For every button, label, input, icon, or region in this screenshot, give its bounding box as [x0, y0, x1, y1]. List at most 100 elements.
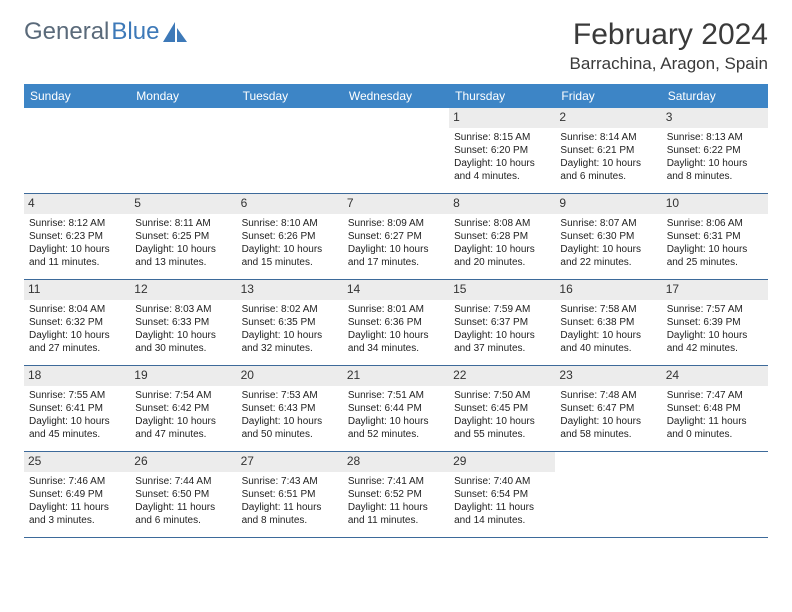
sunset-text: Sunset: 6:36 PM — [348, 316, 444, 329]
sunrise-text: Sunrise: 7:47 AM — [667, 389, 763, 402]
day-number: 24 — [662, 366, 768, 386]
daylight-text: Daylight: 10 hours — [242, 415, 338, 428]
day-number: 3 — [662, 108, 768, 128]
day-cell: 27Sunrise: 7:43 AMSunset: 6:51 PMDayligh… — [237, 452, 343, 537]
day-cell: 23Sunrise: 7:48 AMSunset: 6:47 PMDayligh… — [555, 366, 661, 451]
daylight-text: and 13 minutes. — [135, 256, 231, 269]
daylight-text: and 55 minutes. — [454, 428, 550, 441]
day-number: 8 — [449, 194, 555, 214]
dow-mon: Monday — [130, 84, 236, 108]
sunset-text: Sunset: 6:31 PM — [667, 230, 763, 243]
day-cell: 9Sunrise: 8:07 AMSunset: 6:30 PMDaylight… — [555, 194, 661, 279]
sunset-text: Sunset: 6:50 PM — [135, 488, 231, 501]
sunset-text: Sunset: 6:23 PM — [29, 230, 125, 243]
day-cell: 7 Sunrise: 8:09 AMSunset: 6:27 PMDaylight… — [343, 194, 449, 279]
sunrise-text: Sunrise: 8:12 AM — [29, 217, 125, 230]
daylight-text: Daylight: 10 hours — [29, 415, 125, 428]
sunrise-text: Sunrise: 8:11 AM — [135, 217, 231, 230]
day-cell — [662, 452, 768, 537]
daylight-text: and 30 minutes. — [135, 342, 231, 355]
sunrise-text: Sunrise: 7:57 AM — [667, 303, 763, 316]
day-number: 14 — [343, 280, 449, 300]
daylight-text: Daylight: 11 hours — [667, 415, 763, 428]
day-cell — [555, 452, 661, 537]
day-number: 7 — [343, 194, 449, 214]
daylight-text: Daylight: 10 hours — [667, 243, 763, 256]
sunset-text: Sunset: 6:33 PM — [135, 316, 231, 329]
daylight-text: Daylight: 10 hours — [560, 243, 656, 256]
daylight-text: Daylight: 10 hours — [242, 329, 338, 342]
daylight-text: Daylight: 10 hours — [348, 243, 444, 256]
day-cell: 3Sunrise: 8:13 AMSunset: 6:22 PMDaylight… — [662, 108, 768, 193]
day-number: 1 — [449, 108, 555, 128]
sunset-text: Sunset: 6:38 PM — [560, 316, 656, 329]
day-cell: 5Sunrise: 8:11 AMSunset: 6:25 PMDaylight… — [130, 194, 236, 279]
sunrise-text: Sunrise: 7:59 AM — [454, 303, 550, 316]
sunset-text: Sunset: 6:25 PM — [135, 230, 231, 243]
day-cell: 17Sunrise: 7:57 AMSunset: 6:39 PMDayligh… — [662, 280, 768, 365]
sunrise-text: Sunrise: 8:01 AM — [348, 303, 444, 316]
logo-sail-icon — [163, 22, 189, 42]
dow-fri: Friday — [555, 84, 661, 108]
daylight-text: and 52 minutes. — [348, 428, 444, 441]
sunrise-text: Sunrise: 7:44 AM — [135, 475, 231, 488]
daylight-text: and 0 minutes. — [667, 428, 763, 441]
sunrise-text: Sunrise: 7:48 AM — [560, 389, 656, 402]
sunset-text: Sunset: 6:37 PM — [454, 316, 550, 329]
day-number: 22 — [449, 366, 555, 386]
daylight-text: and 11 minutes. — [348, 514, 444, 527]
sunrise-text: Sunrise: 8:09 AM — [348, 217, 444, 230]
daylight-text: and 15 minutes. — [242, 256, 338, 269]
sunrise-text: Sunrise: 7:54 AM — [135, 389, 231, 402]
daylight-text: Daylight: 10 hours — [560, 157, 656, 170]
brand-part1: General — [24, 18, 109, 46]
day-cell — [343, 108, 449, 193]
sunset-text: Sunset: 6:44 PM — [348, 402, 444, 415]
daylight-text: Daylight: 10 hours — [454, 329, 550, 342]
sunrise-text: Sunrise: 7:40 AM — [454, 475, 550, 488]
daylight-text: Daylight: 11 hours — [348, 501, 444, 514]
daylight-text: Daylight: 11 hours — [135, 501, 231, 514]
daylight-text: and 6 minutes. — [135, 514, 231, 527]
location: Barrachina, Aragon, Spain — [570, 54, 768, 74]
sunset-text: Sunset: 6:32 PM — [29, 316, 125, 329]
day-cell: 1Sunrise: 8:15 AMSunset: 6:20 PMDaylight… — [449, 108, 555, 193]
day-number: 21 — [343, 366, 449, 386]
sunset-text: Sunset: 6:26 PM — [242, 230, 338, 243]
day-number: 10 — [662, 194, 768, 214]
day-number: 26 — [130, 452, 236, 472]
day-cell: 8Sunrise: 8:08 AMSunset: 6:28 PMDaylight… — [449, 194, 555, 279]
sunrise-text: Sunrise: 7:51 AM — [348, 389, 444, 402]
week-row: 18Sunrise: 7:55 AMSunset: 6:41 PMDayligh… — [24, 366, 768, 452]
daylight-text: and 22 minutes. — [560, 256, 656, 269]
day-number: 28 — [343, 452, 449, 472]
day-cell: 29Sunrise: 7:40 AMSunset: 6:54 PMDayligh… — [449, 452, 555, 537]
sunrise-text: Sunrise: 8:13 AM — [667, 131, 763, 144]
day-cell: 20Sunrise: 7:53 AMSunset: 6:43 PMDayligh… — [237, 366, 343, 451]
sunrise-text: Sunrise: 7:41 AM — [348, 475, 444, 488]
day-cell: 19Sunrise: 7:54 AMSunset: 6:42 PMDayligh… — [130, 366, 236, 451]
daylight-text: Daylight: 10 hours — [348, 415, 444, 428]
brand-logo: GeneralBlue — [24, 18, 189, 46]
day-cell: 26 Sunrise: 7:44 AMSunset: 6:50 PMDayligh… — [130, 452, 236, 537]
day-cell: 13Sunrise: 8:02 AMSunset: 6:35 PMDayligh… — [237, 280, 343, 365]
sunrise-text: Sunrise: 8:07 AM — [560, 217, 656, 230]
sunset-text: Sunset: 6:30 PM — [560, 230, 656, 243]
sunset-text: Sunset: 6:52 PM — [348, 488, 444, 501]
daylight-text: Daylight: 10 hours — [667, 329, 763, 342]
day-cell — [237, 108, 343, 193]
daylight-text: and 11 minutes. — [29, 256, 125, 269]
sunset-text: Sunset: 6:49 PM — [29, 488, 125, 501]
sunset-text: Sunset: 6:22 PM — [667, 144, 763, 157]
daylight-text: and 27 minutes. — [29, 342, 125, 355]
day-cell: 24Sunrise: 7:47 AMSunset: 6:48 PMDayligh… — [662, 366, 768, 451]
calendar-page: GeneralBlue February 2024 Barrachina, Ar… — [0, 0, 792, 548]
sunset-text: Sunset: 6:43 PM — [242, 402, 338, 415]
daylight-text: and 25 minutes. — [667, 256, 763, 269]
week-row: 25Sunrise: 7:46 AMSunset: 6:49 PMDayligh… — [24, 452, 768, 538]
day-cell — [130, 108, 236, 193]
sunrise-text: Sunrise: 7:53 AM — [242, 389, 338, 402]
daylight-text: and 6 minutes. — [560, 170, 656, 183]
day-cell: 22Sunrise: 7:50 AMSunset: 6:45 PMDayligh… — [449, 366, 555, 451]
sunset-text: Sunset: 6:27 PM — [348, 230, 444, 243]
